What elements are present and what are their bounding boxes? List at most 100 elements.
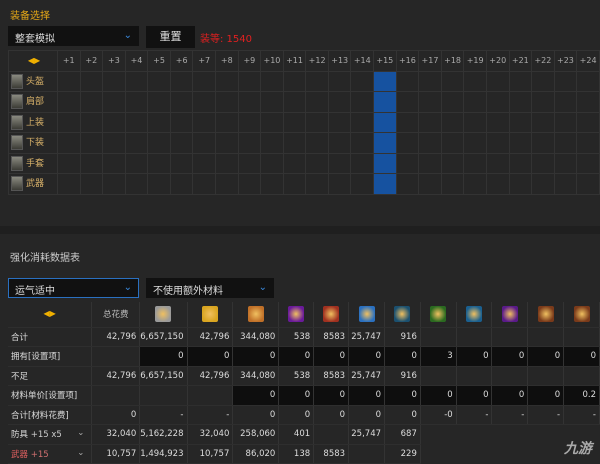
level-cell[interactable] (237, 132, 262, 154)
level-header[interactable]: +2 (79, 50, 104, 72)
level-header[interactable]: +13 (327, 50, 352, 72)
level-cell[interactable] (102, 91, 126, 113)
level-cell[interactable] (373, 152, 397, 174)
material-cell[interactable]: 0 (384, 346, 421, 367)
material-cell[interactable]: 0 (232, 346, 280, 367)
level-cell[interactable] (237, 152, 262, 174)
level-cell[interactable] (147, 91, 171, 113)
level-header[interactable]: +6 (169, 50, 194, 72)
level-cell[interactable] (327, 152, 352, 174)
level-cell[interactable] (192, 70, 216, 92)
level-cell[interactable] (215, 91, 239, 113)
level-cell[interactable] (553, 173, 578, 195)
level-cell[interactable] (553, 91, 578, 113)
level-header[interactable]: +10 (260, 50, 284, 72)
level-cell[interactable] (147, 132, 171, 154)
level-cell[interactable] (192, 173, 216, 195)
level-cell[interactable] (576, 152, 600, 174)
level-cell[interactable] (260, 152, 284, 174)
level-cell[interactable] (395, 70, 420, 92)
level-cell[interactable] (282, 152, 307, 174)
material-cell[interactable]: 0 (527, 346, 565, 367)
level-cell[interactable] (147, 152, 171, 174)
level-cell[interactable] (56, 132, 81, 154)
level-cell[interactable] (576, 70, 600, 92)
level-cell[interactable] (463, 152, 487, 174)
material-cell[interactable]: 0 (232, 385, 280, 406)
level-header[interactable]: +8 (215, 50, 239, 72)
level-cell[interactable] (79, 173, 104, 195)
level-header[interactable]: +7 (192, 50, 216, 72)
level-cell[interactable] (327, 111, 352, 133)
level-cell[interactable] (418, 111, 442, 133)
level-header[interactable]: +24 (576, 50, 600, 72)
level-cell[interactable] (124, 70, 149, 92)
level-cell[interactable] (485, 132, 510, 154)
material-cell[interactable]: 0 (563, 346, 600, 367)
level-cell[interactable] (463, 111, 487, 133)
level-cell[interactable] (463, 173, 487, 195)
material-cell[interactable]: 0 (278, 346, 315, 367)
level-cell[interactable] (440, 152, 465, 174)
level-header[interactable]: +5 (147, 50, 171, 72)
level-cell[interactable] (305, 132, 329, 154)
material-cell[interactable]: 0 (527, 385, 565, 406)
material-cell[interactable]: 0 (348, 346, 386, 367)
level-cell[interactable] (79, 152, 104, 174)
level-cell[interactable] (215, 132, 239, 154)
slot-label[interactable]: 武器 (8, 173, 58, 195)
level-cell[interactable] (531, 91, 555, 113)
level-cell[interactable] (350, 111, 375, 133)
level-cell[interactable] (282, 173, 307, 195)
material-cell[interactable]: 0 (187, 346, 234, 367)
level-cell[interactable] (169, 173, 194, 195)
level-cell[interactable] (373, 132, 397, 154)
level-cell[interactable] (237, 111, 262, 133)
sort-arrows-icon[interactable]: ◀▶ (8, 50, 58, 72)
level-cell[interactable] (282, 132, 307, 154)
material-cell[interactable]: 0 (384, 385, 421, 406)
level-cell[interactable] (373, 173, 397, 195)
level-cell[interactable] (56, 152, 81, 174)
level-cell[interactable] (124, 111, 149, 133)
level-cell[interactable] (124, 132, 149, 154)
level-cell[interactable] (260, 132, 284, 154)
level-cell[interactable] (440, 173, 465, 195)
material-cell[interactable]: 0 (139, 346, 188, 367)
level-cell[interactable] (215, 152, 239, 174)
level-cell[interactable] (102, 173, 126, 195)
level-cell[interactable] (350, 152, 375, 174)
level-cell[interactable] (305, 111, 329, 133)
level-cell[interactable] (395, 132, 420, 154)
level-cell[interactable] (169, 111, 194, 133)
level-cell[interactable] (531, 173, 555, 195)
level-cell[interactable] (531, 111, 555, 133)
level-cell[interactable] (485, 111, 510, 133)
level-cell[interactable] (102, 132, 126, 154)
level-cell[interactable] (373, 70, 397, 92)
level-cell[interactable] (440, 132, 465, 154)
level-cell[interactable] (576, 132, 600, 154)
level-cell[interactable] (418, 152, 442, 174)
level-cell[interactable] (350, 70, 375, 92)
level-cell[interactable] (327, 70, 352, 92)
level-cell[interactable] (373, 91, 397, 113)
level-cell[interactable] (440, 91, 465, 113)
level-cell[interactable] (79, 70, 104, 92)
level-cell[interactable] (395, 111, 420, 133)
level-cell[interactable] (102, 70, 126, 92)
level-header[interactable]: +19 (463, 50, 487, 72)
level-cell[interactable] (576, 91, 600, 113)
level-header[interactable]: +17 (418, 50, 442, 72)
level-header[interactable]: +21 (508, 50, 533, 72)
level-cell[interactable] (192, 132, 216, 154)
level-cell[interactable] (102, 152, 126, 174)
material-dropdown[interactable]: 不使用额外材料 ⌄ (146, 278, 274, 298)
level-cell[interactable] (305, 173, 329, 195)
level-cell[interactable] (215, 111, 239, 133)
level-cell[interactable] (485, 70, 510, 92)
level-header[interactable]: +23 (553, 50, 578, 72)
level-cell[interactable] (282, 111, 307, 133)
level-cell[interactable] (79, 91, 104, 113)
level-cell[interactable] (531, 152, 555, 174)
